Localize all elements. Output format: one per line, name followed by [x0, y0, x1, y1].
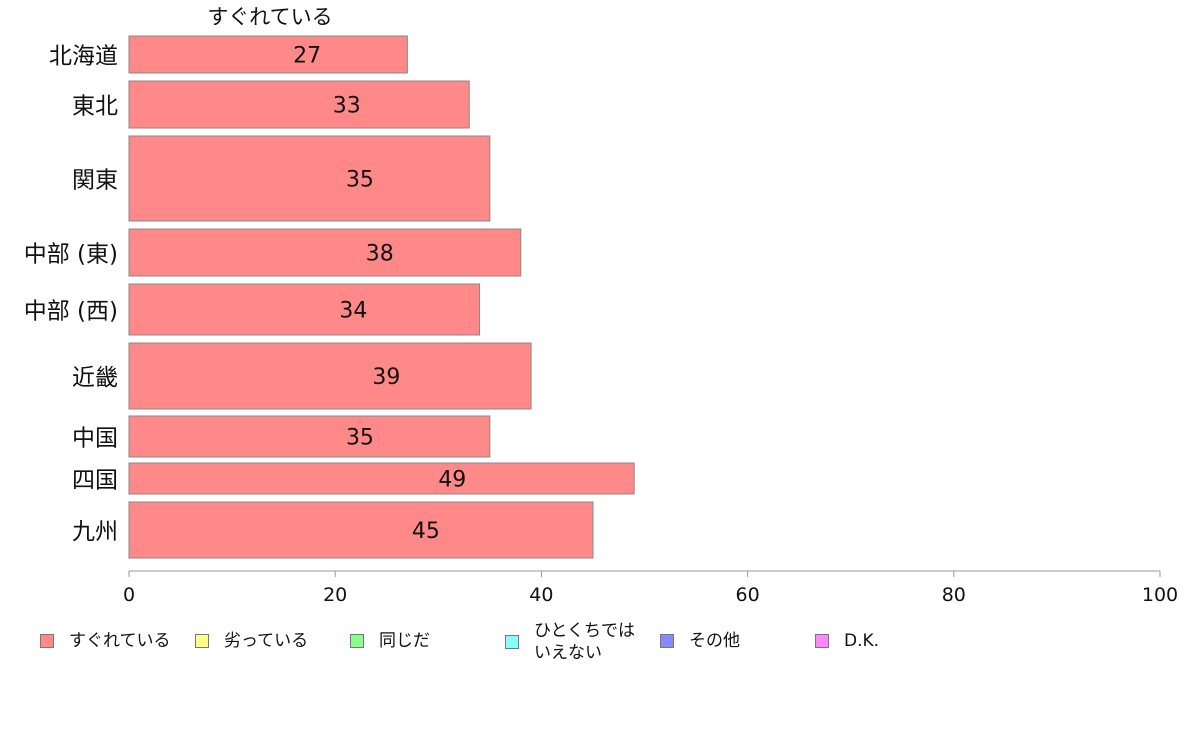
bar	[128, 342, 532, 410]
category-label: 九州	[72, 519, 118, 545]
legend-label: 同じだ	[379, 631, 430, 651]
bar-value-label: 49	[438, 468, 466, 493]
legend-swatch	[40, 634, 54, 648]
legend-item-sugureteiru: すぐれている	[40, 630, 171, 652]
bar	[128, 283, 481, 336]
legend-item-sonota: その他	[660, 630, 740, 652]
legend-label: ひとくちでは いえない	[534, 621, 635, 663]
legend: すぐれている 劣っている 同じだ ひとくちでは いえない その他 D.K.	[0, 620, 1188, 670]
x-tick-label: 100	[1142, 584, 1178, 606]
bar	[128, 135, 491, 222]
legend-swatch	[815, 634, 829, 648]
bar	[128, 228, 522, 277]
bar	[128, 462, 635, 495]
bar	[128, 415, 491, 458]
bar-value-label: 35	[346, 168, 374, 193]
legend-item-hitokuchi: ひとくちでは いえない	[505, 620, 635, 664]
legend-label: すぐれている	[69, 631, 171, 651]
bar	[128, 501, 594, 559]
bar-value-label: 27	[293, 44, 321, 69]
bar-value-label: 38	[366, 242, 394, 267]
bar-value-label: 35	[346, 426, 374, 451]
legend-swatch	[660, 634, 674, 648]
x-tick-label: 60	[736, 584, 760, 606]
legend-item-dk: D.K.	[815, 630, 879, 652]
legend-label: D.K.	[844, 631, 880, 651]
legend-swatch	[505, 635, 519, 649]
bar-chart: すぐれている 27 北海道 33 東北 35 関東 38 中部 (東) 34 中部 (西) 39 近畿…	[24, 5, 1178, 606]
category-label: 中国	[72, 426, 118, 452]
legend-label: 劣っている	[224, 631, 309, 651]
bar-value-label: 45	[412, 519, 440, 544]
legend-item-onajida: 同じだ	[350, 630, 430, 652]
category-label: 中部 (西)	[24, 299, 118, 325]
bar	[128, 80, 470, 129]
category-label: 近畿	[72, 365, 118, 391]
category-label: 東北	[72, 94, 118, 120]
category-label: 関東	[72, 168, 118, 194]
legend-swatch	[195, 634, 209, 648]
chart-title: すぐれている	[207, 5, 332, 29]
legend-swatch	[350, 634, 364, 648]
bar	[128, 35, 408, 74]
x-tick-label: 80	[942, 584, 966, 606]
category-label: 北海道	[49, 44, 118, 70]
category-label: 中部 (東)	[24, 242, 118, 268]
x-tick-label: 0	[123, 584, 135, 606]
bar-value-label: 34	[339, 299, 367, 324]
category-label: 四国	[72, 468, 118, 494]
legend-label: その他	[689, 631, 740, 651]
x-tick-label: 40	[529, 584, 553, 606]
legend-item-ottteiru: 劣っている	[195, 630, 308, 652]
bar-value-label: 39	[372, 365, 400, 390]
x-tick-label: 20	[323, 584, 347, 606]
bar-value-label: 33	[333, 94, 361, 119]
